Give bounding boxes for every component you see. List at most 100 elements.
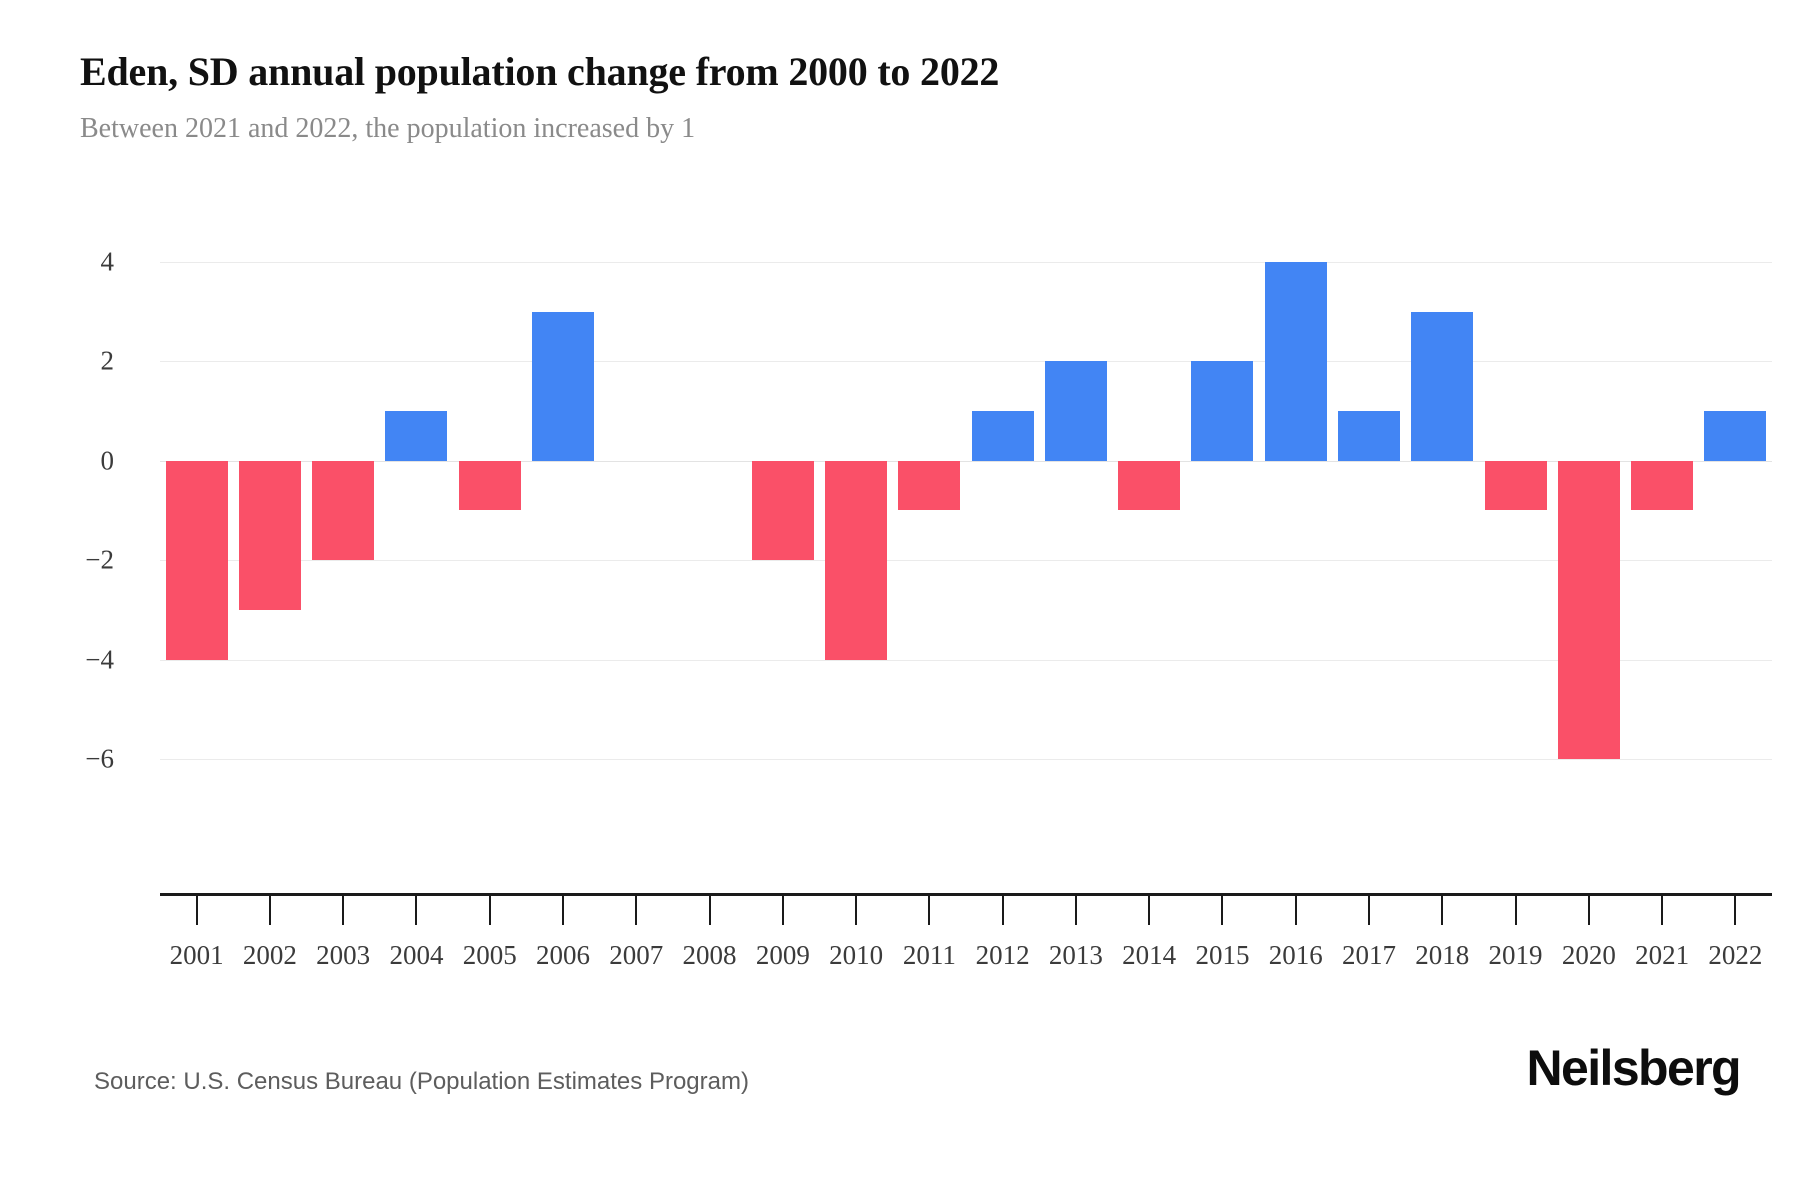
x-axis-tick-label: 2021 — [1635, 940, 1690, 970]
x-axis-tick-label: 2007 — [609, 940, 664, 970]
bar-2003[interactable] — [312, 460, 375, 561]
page-title: Eden, SD annual population change from 2… — [80, 49, 1000, 94]
x-axis-tick — [1661, 896, 1664, 925]
x-axis-tick — [1734, 896, 1737, 925]
x-axis-tick — [635, 896, 638, 925]
bar-2011[interactable] — [898, 460, 961, 511]
x-axis-tick-label: 2014 — [1122, 940, 1177, 970]
x-axis-tick — [855, 896, 858, 925]
bar-slot — [1479, 262, 1552, 759]
x-axis-tick-label: 2002 — [242, 940, 297, 970]
bars-layer — [160, 262, 1772, 759]
x-axis-tick-label: 2016 — [1268, 940, 1323, 970]
y-axis-tick-label: −4 — [85, 644, 114, 675]
chart-header: Eden, SD annual population change from 2… — [80, 48, 1720, 146]
zero-gridline — [160, 460, 1772, 462]
bar-2001[interactable] — [165, 460, 228, 660]
x-axis-tick — [781, 896, 784, 925]
brand-logo: Neilsberg — [1526, 1040, 1742, 1096]
x-axis-tick-label: 2022 — [1708, 940, 1763, 970]
x-axis-tick-label: 2001 — [169, 940, 224, 970]
bar-slot — [380, 262, 453, 759]
bar-2020[interactable] — [1557, 460, 1620, 759]
bar-slot — [1113, 262, 1186, 759]
bar-slot — [673, 262, 746, 759]
x-axis-tick-label: 2008 — [682, 940, 737, 970]
bar-slot — [307, 262, 380, 759]
x-axis-tick — [708, 896, 711, 925]
bar-slot — [160, 262, 233, 759]
bar-slot — [600, 262, 673, 759]
bar-slot — [1552, 262, 1625, 759]
gridline — [160, 759, 1772, 760]
x-axis-tick — [195, 896, 198, 925]
y-axis-tick-label: −6 — [85, 743, 114, 774]
bar-slot — [1332, 262, 1405, 759]
y-axis-tick-label: 2 — [100, 345, 115, 376]
bar-2018[interactable] — [1411, 311, 1474, 461]
x-axis-tick — [928, 896, 931, 925]
bar-slot — [1625, 262, 1698, 759]
bar-2012[interactable] — [971, 411, 1034, 461]
x-axis-tick-label: 2018 — [1415, 940, 1470, 970]
bar-slot — [1259, 262, 1332, 759]
x-axis-tick-label: 2019 — [1488, 940, 1543, 970]
y-axis-tick-label: 4 — [100, 246, 115, 277]
x-axis-tick-label: 2020 — [1561, 940, 1616, 970]
x-axis-tick — [1514, 896, 1517, 925]
gridline — [160, 361, 1772, 363]
x-axis-tick — [562, 896, 564, 925]
x-axis-tick-label: 2017 — [1342, 940, 1396, 970]
x-axis-tick — [488, 896, 491, 925]
bar-2005[interactable] — [458, 460, 521, 511]
bar-2013[interactable] — [1044, 361, 1107, 461]
x-axis-tick — [268, 896, 271, 925]
x-axis-tick-label: 2011 — [902, 940, 956, 970]
bar-slot — [966, 262, 1039, 759]
y-axis-tick-label: 0 — [100, 445, 115, 476]
bar-2017[interactable] — [1337, 411, 1400, 461]
x-axis-tick — [1587, 896, 1590, 925]
bar-slot — [1186, 262, 1259, 759]
bar-slot — [1039, 262, 1112, 759]
x-axis-tick — [1148, 896, 1151, 925]
bar-2006[interactable] — [531, 311, 594, 461]
x-axis-line — [160, 893, 1772, 896]
bar-slot — [526, 262, 599, 759]
bar-2010[interactable] — [825, 460, 888, 660]
x-axis-tick — [1294, 896, 1297, 925]
bar-2021[interactable] — [1631, 460, 1694, 511]
bar-2016[interactable] — [1264, 262, 1327, 461]
x-axis-tick — [1441, 896, 1444, 925]
gridline — [160, 262, 1772, 263]
bar-2002[interactable] — [238, 460, 301, 610]
bar-slot — [1699, 262, 1772, 759]
x-axis-tick-label: 2006 — [536, 940, 590, 970]
gridline-layer: 4 2 0 −2 −4 −6 — [85, 247, 1772, 774]
y-axis-tick-label: −2 — [85, 544, 114, 575]
bar-slot — [233, 262, 306, 759]
x-axis-tick-label: 2009 — [755, 940, 810, 970]
source-note: Source: U.S. Census Bureau (Population E… — [94, 1068, 749, 1095]
bar-2009[interactable] — [751, 460, 814, 561]
bar-slot — [893, 262, 966, 759]
bar-2022[interactable] — [1704, 411, 1767, 461]
gridline — [160, 560, 1772, 562]
x-axis-tick — [415, 896, 418, 925]
x-axis-tick — [1221, 896, 1224, 925]
x-axis-tick-label: 2003 — [316, 940, 371, 970]
x-axis-tick-label: 2010 — [829, 940, 884, 970]
bar-slot — [746, 262, 819, 759]
chart-subtitle: Between 2021 and 2022, the population in… — [80, 113, 696, 145]
bar-2014[interactable] — [1118, 460, 1181, 511]
bar-2004[interactable] — [385, 411, 448, 461]
x-axis-tick — [1001, 896, 1004, 925]
bar-2019[interactable] — [1484, 460, 1547, 511]
bar-slot — [453, 262, 526, 759]
bar-2015[interactable] — [1191, 361, 1254, 461]
x-axis-tick — [1074, 896, 1077, 925]
x-axis-tick-label: 2004 — [389, 940, 444, 970]
gridline — [160, 659, 1772, 661]
